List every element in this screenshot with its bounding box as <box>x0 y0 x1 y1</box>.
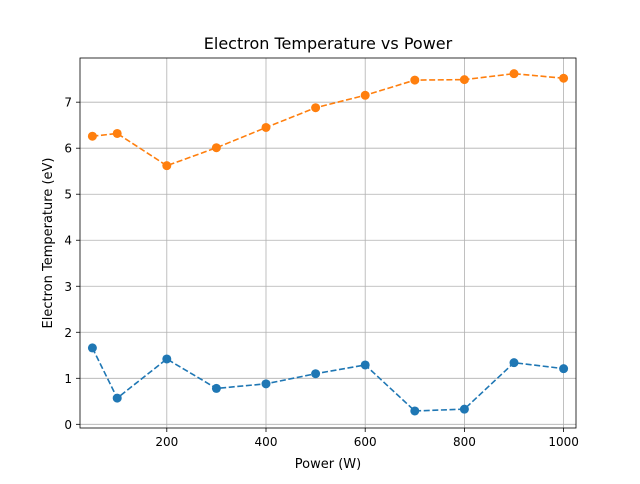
axis-ticks: 200 400 600 800 1000 0 1 2 3 4 5 6 7 <box>64 96 579 449</box>
y-axis-label: Electron Temperature (eV) <box>41 158 56 329</box>
series-1-point <box>360 360 370 370</box>
y-tick-label: 1 <box>64 372 72 386</box>
x-tick-label: 200 <box>155 435 178 449</box>
series-2-point <box>509 69 519 79</box>
series-2-point <box>162 161 172 171</box>
y-tick-label: 7 <box>64 96 72 110</box>
series-2-point <box>87 131 97 141</box>
series-2-point <box>360 90 370 100</box>
series-layer <box>87 69 569 416</box>
series-2-point <box>311 103 321 113</box>
series-1-point <box>459 404 469 414</box>
series-2-point <box>559 73 569 83</box>
series-1-point <box>162 354 172 364</box>
series-2-point <box>410 75 420 85</box>
y-tick-label: 2 <box>64 326 72 340</box>
x-axis-label: Power (W) <box>295 457 361 472</box>
x-tick-label: 1000 <box>548 435 579 449</box>
series-1-point <box>211 383 221 393</box>
y-tick-label: 0 <box>64 418 72 432</box>
series-1-point <box>509 358 519 368</box>
series-2-point <box>211 143 221 153</box>
y-tick-label: 4 <box>64 234 72 248</box>
series-2-point <box>261 122 271 132</box>
grid-lines <box>80 58 576 428</box>
plot-area <box>80 58 576 428</box>
plot-frame <box>79 57 577 429</box>
series-2-point <box>112 128 122 138</box>
series-1-point <box>311 369 321 379</box>
y-tick-label: 6 <box>64 142 72 156</box>
chart-title: Electron Temperature vs Power <box>204 34 453 53</box>
series-1-point <box>410 406 420 416</box>
y-tick-label: 5 <box>64 188 72 202</box>
series-2-point <box>459 75 469 85</box>
series-1-point <box>112 393 122 403</box>
x-tick-label: 600 <box>354 435 377 449</box>
x-tick-label: 400 <box>255 435 278 449</box>
series-1-point <box>87 343 97 353</box>
series-1-point <box>559 364 569 374</box>
x-tick-label: 800 <box>453 435 476 449</box>
series-1-point <box>261 379 271 389</box>
y-tick-label: 3 <box>64 280 72 294</box>
